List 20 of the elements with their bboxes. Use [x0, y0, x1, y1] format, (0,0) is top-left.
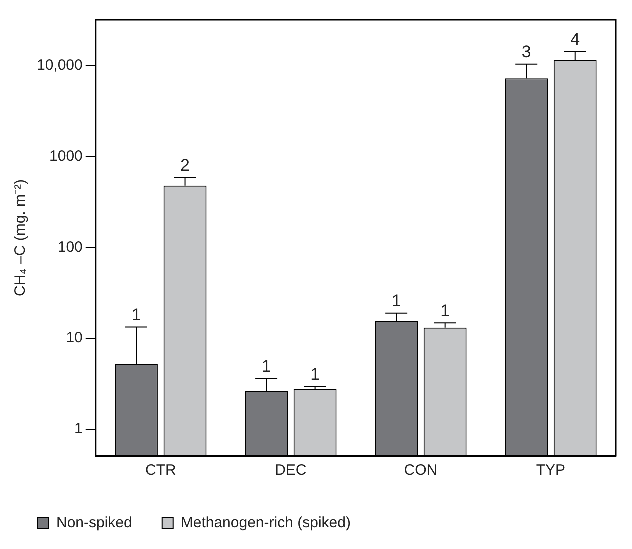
annotation: 4 — [570, 30, 580, 49]
x-tick-label: TYP — [536, 462, 566, 480]
y-tick-label: 1 — [74, 420, 83, 438]
x-tick-label: CTR — [145, 462, 176, 480]
x-tick-label: CON — [404, 462, 438, 480]
legend-label: Methanogen-rich (spiked) — [180, 514, 351, 532]
annotation: 1 — [262, 357, 272, 376]
y-tick-label: 100 — [58, 238, 83, 256]
legend-label: Non-spiked — [56, 514, 132, 532]
annotation: 1 — [392, 292, 402, 311]
y-tick-label: 10,000 — [36, 57, 83, 74]
y-tick-label: 1000 — [50, 148, 83, 165]
x-tick-label: DEC — [275, 462, 307, 480]
y-tick-label: 10 — [66, 330, 83, 347]
annotation: 1 — [440, 301, 450, 320]
annotation: 1 — [310, 364, 320, 384]
annotation: 3 — [522, 42, 532, 62]
y-axis-title: CH₄ –C (mg. m⁻²) — [12, 180, 30, 296]
annotation: 1 — [132, 305, 142, 324]
annotation: 2 — [180, 156, 190, 175]
